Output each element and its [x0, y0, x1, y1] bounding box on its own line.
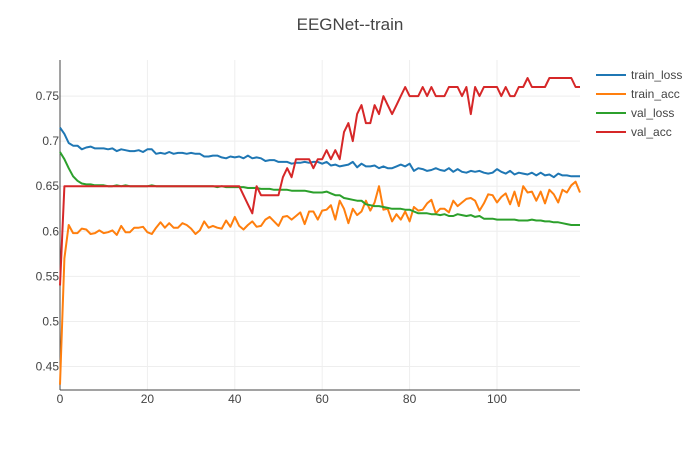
- legend-item-train-loss[interactable]: train_loss: [596, 68, 682, 82]
- x-tick-label: 40: [228, 392, 242, 406]
- legend-label: train_acc: [631, 87, 680, 101]
- grid: [60, 60, 580, 390]
- y-tick-label: 0.7: [42, 134, 59, 148]
- y-tick-label: 0.55: [36, 269, 60, 283]
- x-tick-label: 100: [487, 392, 507, 406]
- y-tick-label: 0.75: [36, 89, 60, 103]
- y-tick-label: 0.65: [36, 179, 60, 193]
- legend-label: train_loss: [631, 68, 682, 82]
- chart-title: EEGNet--train: [297, 15, 404, 34]
- legend-item-train-acc[interactable]: train_acc: [596, 87, 680, 101]
- legend-item-val-loss[interactable]: val_loss: [596, 106, 674, 120]
- y-tick-label: 0.6: [42, 224, 59, 238]
- series-line-train-acc: [59, 180, 581, 385]
- x-tick-label: 0: [57, 392, 64, 406]
- series-line-val-acc: [59, 77, 580, 286]
- series-line-train-loss: [59, 127, 580, 179]
- legend-item-val-acc[interactable]: val_acc: [596, 125, 672, 139]
- y-tick-label: 0.5: [42, 314, 59, 328]
- x-tick-label: 60: [316, 392, 330, 406]
- x-tick-label: 20: [141, 392, 155, 406]
- axes: 0 20 40 60 80 100 0.45 0.5 0.55 0.6 0.65 0.7 0.75: [36, 60, 580, 406]
- legend-label: val_loss: [631, 106, 674, 120]
- series: [59, 77, 581, 385]
- legend-label: val_acc: [631, 125, 672, 139]
- x-tick-label: 80: [403, 392, 417, 406]
- y-tick-label: 0.45: [36, 360, 60, 374]
- legend: train_loss train_acc val_loss val_acc: [596, 68, 682, 139]
